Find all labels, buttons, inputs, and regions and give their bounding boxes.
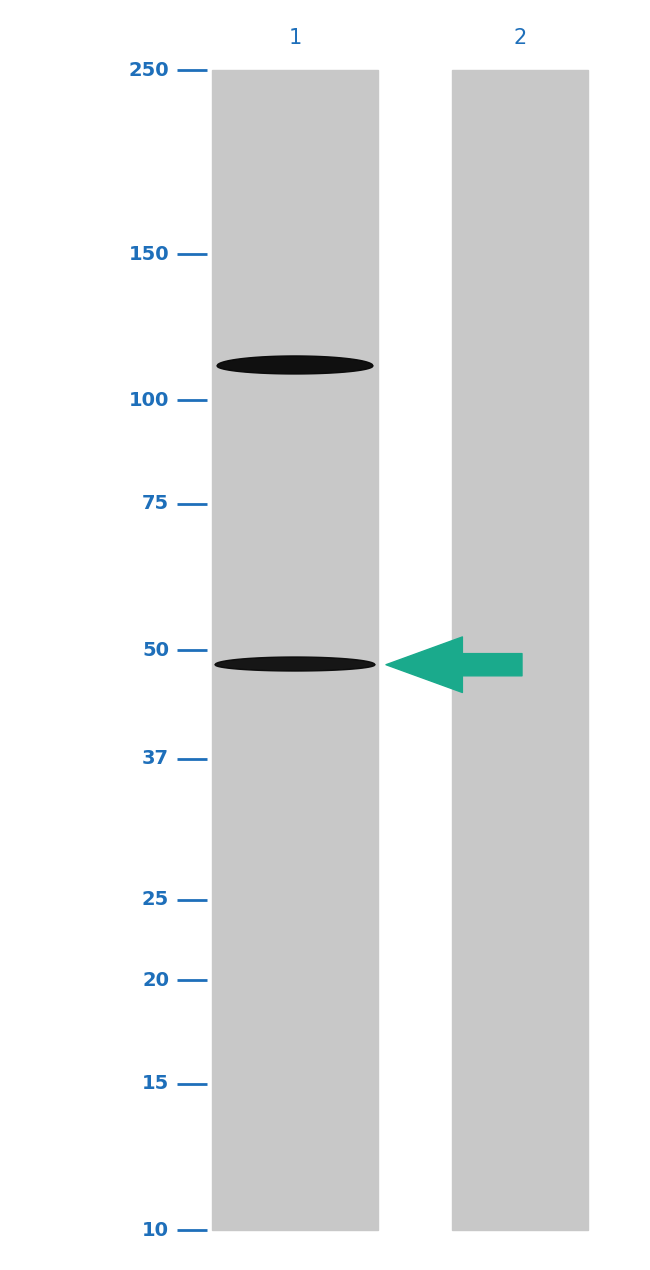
Text: 20: 20	[142, 970, 169, 989]
Text: 75: 75	[142, 494, 169, 513]
Text: 25: 25	[142, 890, 169, 909]
Polygon shape	[215, 657, 375, 671]
Text: 100: 100	[129, 391, 169, 410]
Text: 10: 10	[142, 1220, 169, 1240]
Text: 37: 37	[142, 749, 169, 768]
Polygon shape	[217, 356, 373, 373]
Text: 250: 250	[129, 61, 169, 80]
Text: 2: 2	[514, 28, 526, 48]
Text: 150: 150	[129, 245, 169, 264]
Bar	[212, 70, 378, 1231]
Text: 1: 1	[289, 28, 302, 48]
Bar	[452, 70, 588, 1231]
Text: 50: 50	[142, 640, 169, 659]
Text: 15: 15	[142, 1074, 169, 1093]
